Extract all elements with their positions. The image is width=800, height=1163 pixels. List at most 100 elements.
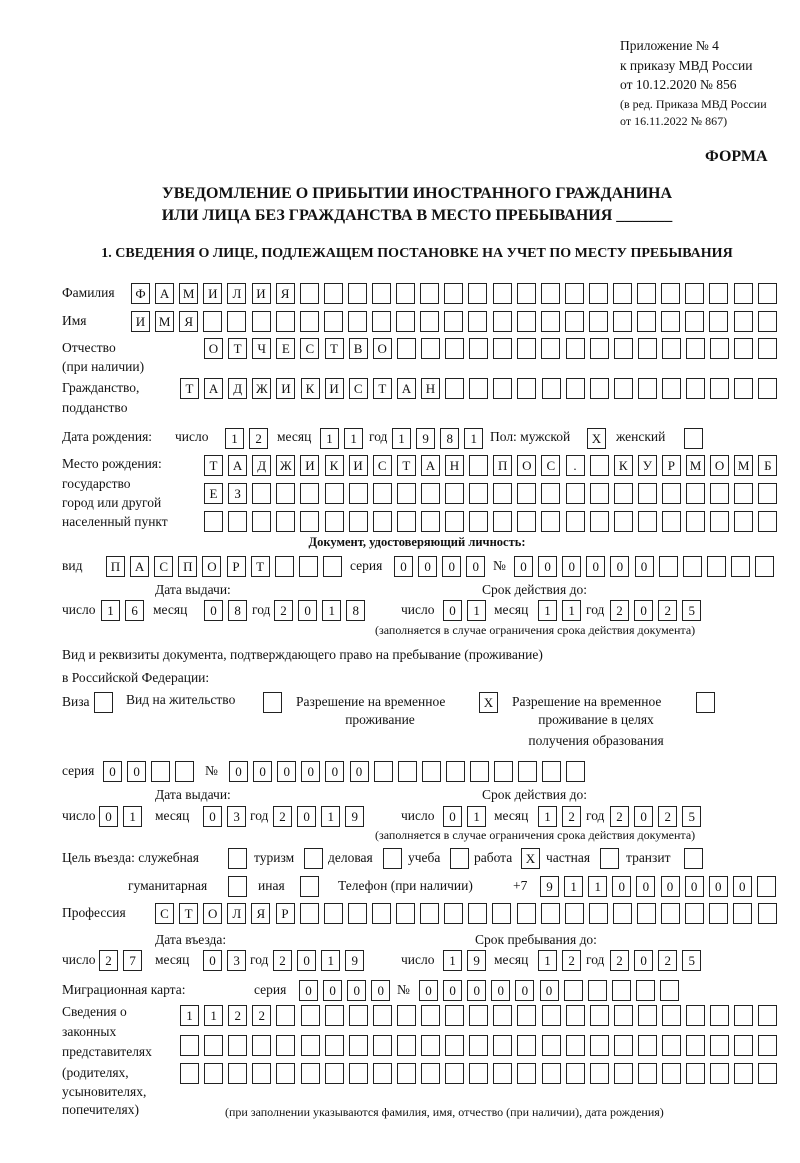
birthplace-row2-cell[interactable] [686,483,705,504]
birthplace-row1-cell[interactable]: Д [252,455,272,476]
citizenship-cell[interactable] [493,378,513,399]
birth-day-cell[interactable]: 1 [225,428,244,449]
id-issue-month-cell[interactable]: 0 [204,600,223,621]
profession-cell[interactable] [444,903,464,924]
birthplace-row1-cell[interactable]: Ж [276,455,296,476]
reps-row3-cell[interactable] [421,1063,440,1084]
birthplace-row3-cell[interactable] [517,511,537,532]
stay-number-cell[interactable]: 0 [253,761,273,782]
purpose-transit-cell[interactable] [684,848,703,869]
stay-series-cell[interactable]: 0 [127,761,147,782]
citizenship-cell[interactable]: И [276,378,296,399]
id-number-cell[interactable]: 0 [514,556,533,577]
birthplace-row2-cell[interactable] [661,483,681,504]
id-number-cell[interactable]: 0 [610,556,630,577]
migration-number-cell[interactable]: 0 [491,980,511,1001]
reps-row1-cell[interactable]: 2 [252,1005,272,1026]
purpose-other-cell[interactable] [300,876,319,897]
phone-cell[interactable]: 1 [564,876,584,897]
patronymic-cell[interactable]: О [372,338,392,359]
stay-issue-year-cell[interactable]: 1 [321,806,341,827]
patronymic-cell[interactable] [686,338,705,359]
birthplace-row1-cell[interactable] [589,455,609,476]
profession-cell[interactable] [323,903,343,924]
surname-cell[interactable]: И [203,283,223,304]
stay-number-cell[interactable]: 0 [349,761,369,782]
stay-series-cell[interactable] [175,761,195,782]
reps-row3-cell[interactable] [252,1063,272,1084]
surname-cell[interactable] [396,283,416,304]
birthplace-row3-cell[interactable] [686,511,705,532]
surname-cell[interactable]: А [155,283,175,304]
profession-cell[interactable]: Р [275,903,295,924]
birthplace-row2-cell[interactable] [493,483,513,504]
birthplace-row2-cell[interactable] [734,483,754,504]
reps-row3-cell[interactable] [372,1063,392,1084]
id-issue-month-cell[interactable]: 8 [228,600,248,621]
patronymic-cell[interactable]: Т [228,338,248,359]
stay-valid-day-cell[interactable]: 1 [467,806,487,827]
reps-row3-cell[interactable] [613,1063,633,1084]
birthplace-row2-cell[interactable] [469,483,489,504]
profession-cell[interactable]: Л [227,903,247,924]
migration-number-cell[interactable]: 0 [419,980,438,1001]
reps-row1-cell[interactable]: 1 [204,1005,224,1026]
phone-cell[interactable]: 0 [732,876,752,897]
reps-row1-cell[interactable] [613,1005,633,1026]
citizenship-cell[interactable]: С [348,378,368,399]
reps-row1-cell[interactable] [372,1005,392,1026]
patronymic-cell[interactable] [734,338,754,359]
reps-row1-cell[interactable] [637,1005,657,1026]
citizenship-cell[interactable]: А [396,378,416,399]
id-series-cell[interactable]: 0 [466,556,486,577]
name-cell[interactable] [540,311,560,332]
surname-cell[interactable]: Л [227,283,247,304]
migration-number-cell[interactable]: 0 [467,980,487,1001]
patronymic-cell[interactable] [613,338,633,359]
migration-number-cell[interactable]: 0 [539,980,559,1001]
reps-row1-cell[interactable] [541,1005,561,1026]
profession-cell[interactable] [564,903,584,924]
id-number-cell[interactable] [706,556,726,577]
patronymic-cell[interactable]: О [204,338,223,359]
stay-number-cell[interactable] [397,761,417,782]
reps-row3-cell[interactable] [589,1063,609,1084]
stay-issue-day-cell[interactable]: 0 [99,806,118,827]
birthplace-row3-cell[interactable] [300,511,320,532]
id-valid-day-cell[interactable]: 0 [443,600,462,621]
profession-cell[interactable] [347,903,367,924]
patronymic-cell[interactable] [589,338,609,359]
name-cell[interactable] [396,311,416,332]
id-valid-month-cell[interactable]: 1 [538,600,557,621]
stay-until-year-cell[interactable]: 2 [658,950,678,971]
name-cell[interactable] [709,311,729,332]
birthplace-row2-cell[interactable] [396,483,416,504]
birthplace-row3-cell[interactable] [613,511,633,532]
id-kind-cell[interactable]: С [154,556,174,577]
profession-cell[interactable] [468,903,488,924]
birthplace-row3-cell[interactable] [348,511,368,532]
birthplace-row3-cell[interactable] [637,511,657,532]
stay-issue-year-cell[interactable]: 9 [345,806,365,827]
birthplace-row2-cell[interactable] [517,483,537,504]
profession-cell[interactable] [299,903,319,924]
birthplace-row3-cell[interactable] [493,511,513,532]
citizenship-cell[interactable]: К [300,378,320,399]
name-cell[interactable] [420,311,440,332]
reps-row2-cell[interactable] [758,1035,778,1056]
stay-number-cell[interactable] [566,761,586,782]
id-valid-year-cell[interactable]: 0 [634,600,654,621]
phone-cell[interactable]: 9 [540,876,559,897]
birthplace-row1-cell[interactable]: Н [445,455,464,476]
reps-row2-cell[interactable] [541,1035,561,1056]
birthplace-row2-cell[interactable] [613,483,633,504]
citizenship-cell[interactable] [758,378,778,399]
id-issue-year-cell[interactable]: 8 [346,600,366,621]
birthplace-row2-cell[interactable] [710,483,730,504]
surname-cell[interactable] [637,283,657,304]
id-valid-month-cell[interactable]: 1 [562,600,582,621]
profession-cell[interactable] [588,903,608,924]
patronymic-cell[interactable] [396,338,416,359]
stay-number-cell[interactable]: 0 [277,761,297,782]
citizenship-cell[interactable] [565,378,585,399]
